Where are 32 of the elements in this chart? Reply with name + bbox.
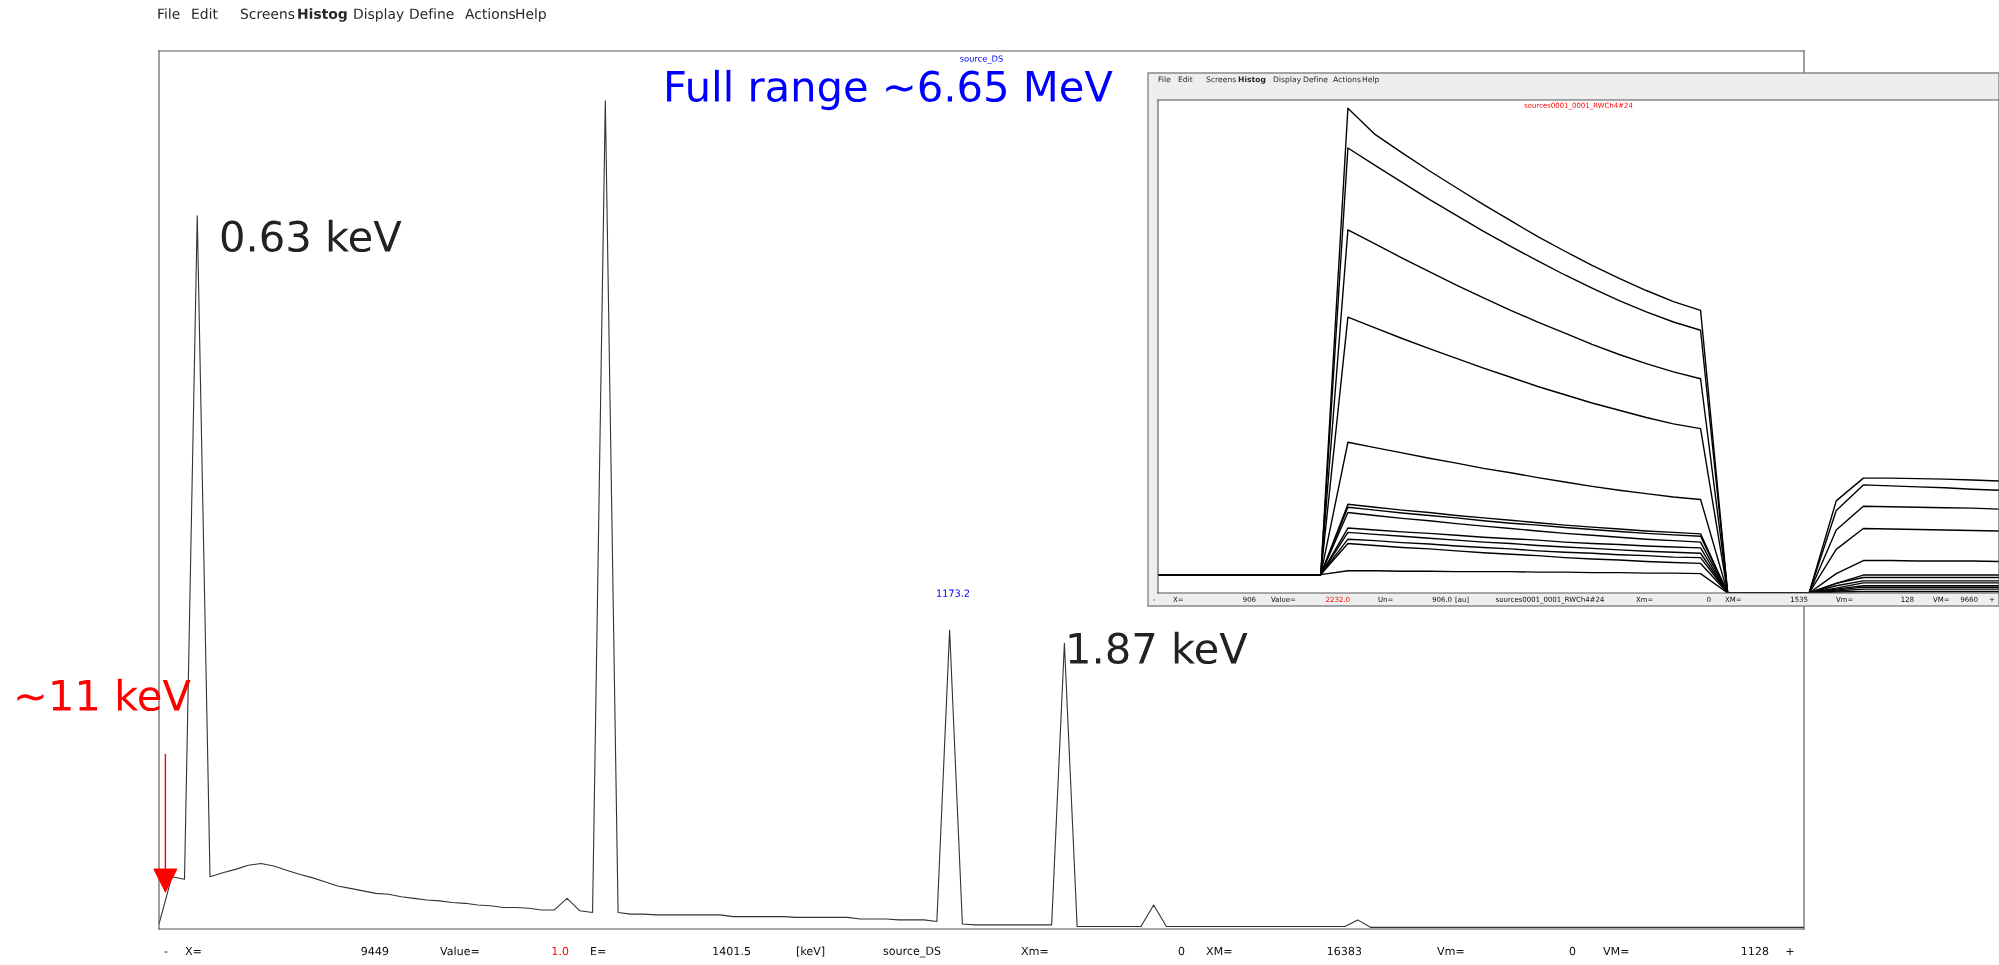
text: 0 bbox=[1178, 946, 1185, 956]
text: Display bbox=[354, 8, 404, 22]
chart-title: source_DS bbox=[960, 55, 1003, 64]
annotation: 0.63 keV bbox=[221, 219, 402, 253]
text: X= bbox=[185, 946, 201, 956]
text: - bbox=[164, 951, 168, 953]
text: Screens bbox=[240, 8, 295, 20]
text: [keV] bbox=[796, 946, 825, 957]
text: 1401.5 bbox=[713, 946, 751, 956]
text: E= bbox=[591, 946, 606, 956]
text: + bbox=[1786, 948, 1794, 956]
text: source_DS bbox=[883, 946, 941, 958]
text: Vm= bbox=[1437, 946, 1464, 956]
annotation: 1.87 keV bbox=[1069, 631, 1248, 665]
text: Xm= bbox=[1021, 946, 1048, 956]
text: Actions bbox=[465, 8, 516, 20]
text: Histog bbox=[298, 8, 347, 22]
text: 16383 bbox=[1327, 946, 1362, 956]
text: VM= bbox=[1603, 946, 1629, 956]
text: Help bbox=[516, 8, 546, 22]
text: File bbox=[158, 8, 180, 20]
text: 9449 bbox=[361, 946, 389, 956]
text: 0 bbox=[1569, 946, 1576, 956]
text: Value= bbox=[440, 946, 479, 956]
text: XM= bbox=[1206, 946, 1232, 956]
annotation: Full range ~6.65 MeV bbox=[667, 69, 1113, 111]
text: Edit bbox=[192, 8, 218, 20]
text: Define bbox=[410, 8, 454, 20]
text: 1128 bbox=[1741, 946, 1769, 956]
text: 1.0 bbox=[552, 946, 569, 956]
annotation: ~11 keV bbox=[17, 678, 191, 712]
annotation: 1173.2 bbox=[937, 589, 970, 597]
